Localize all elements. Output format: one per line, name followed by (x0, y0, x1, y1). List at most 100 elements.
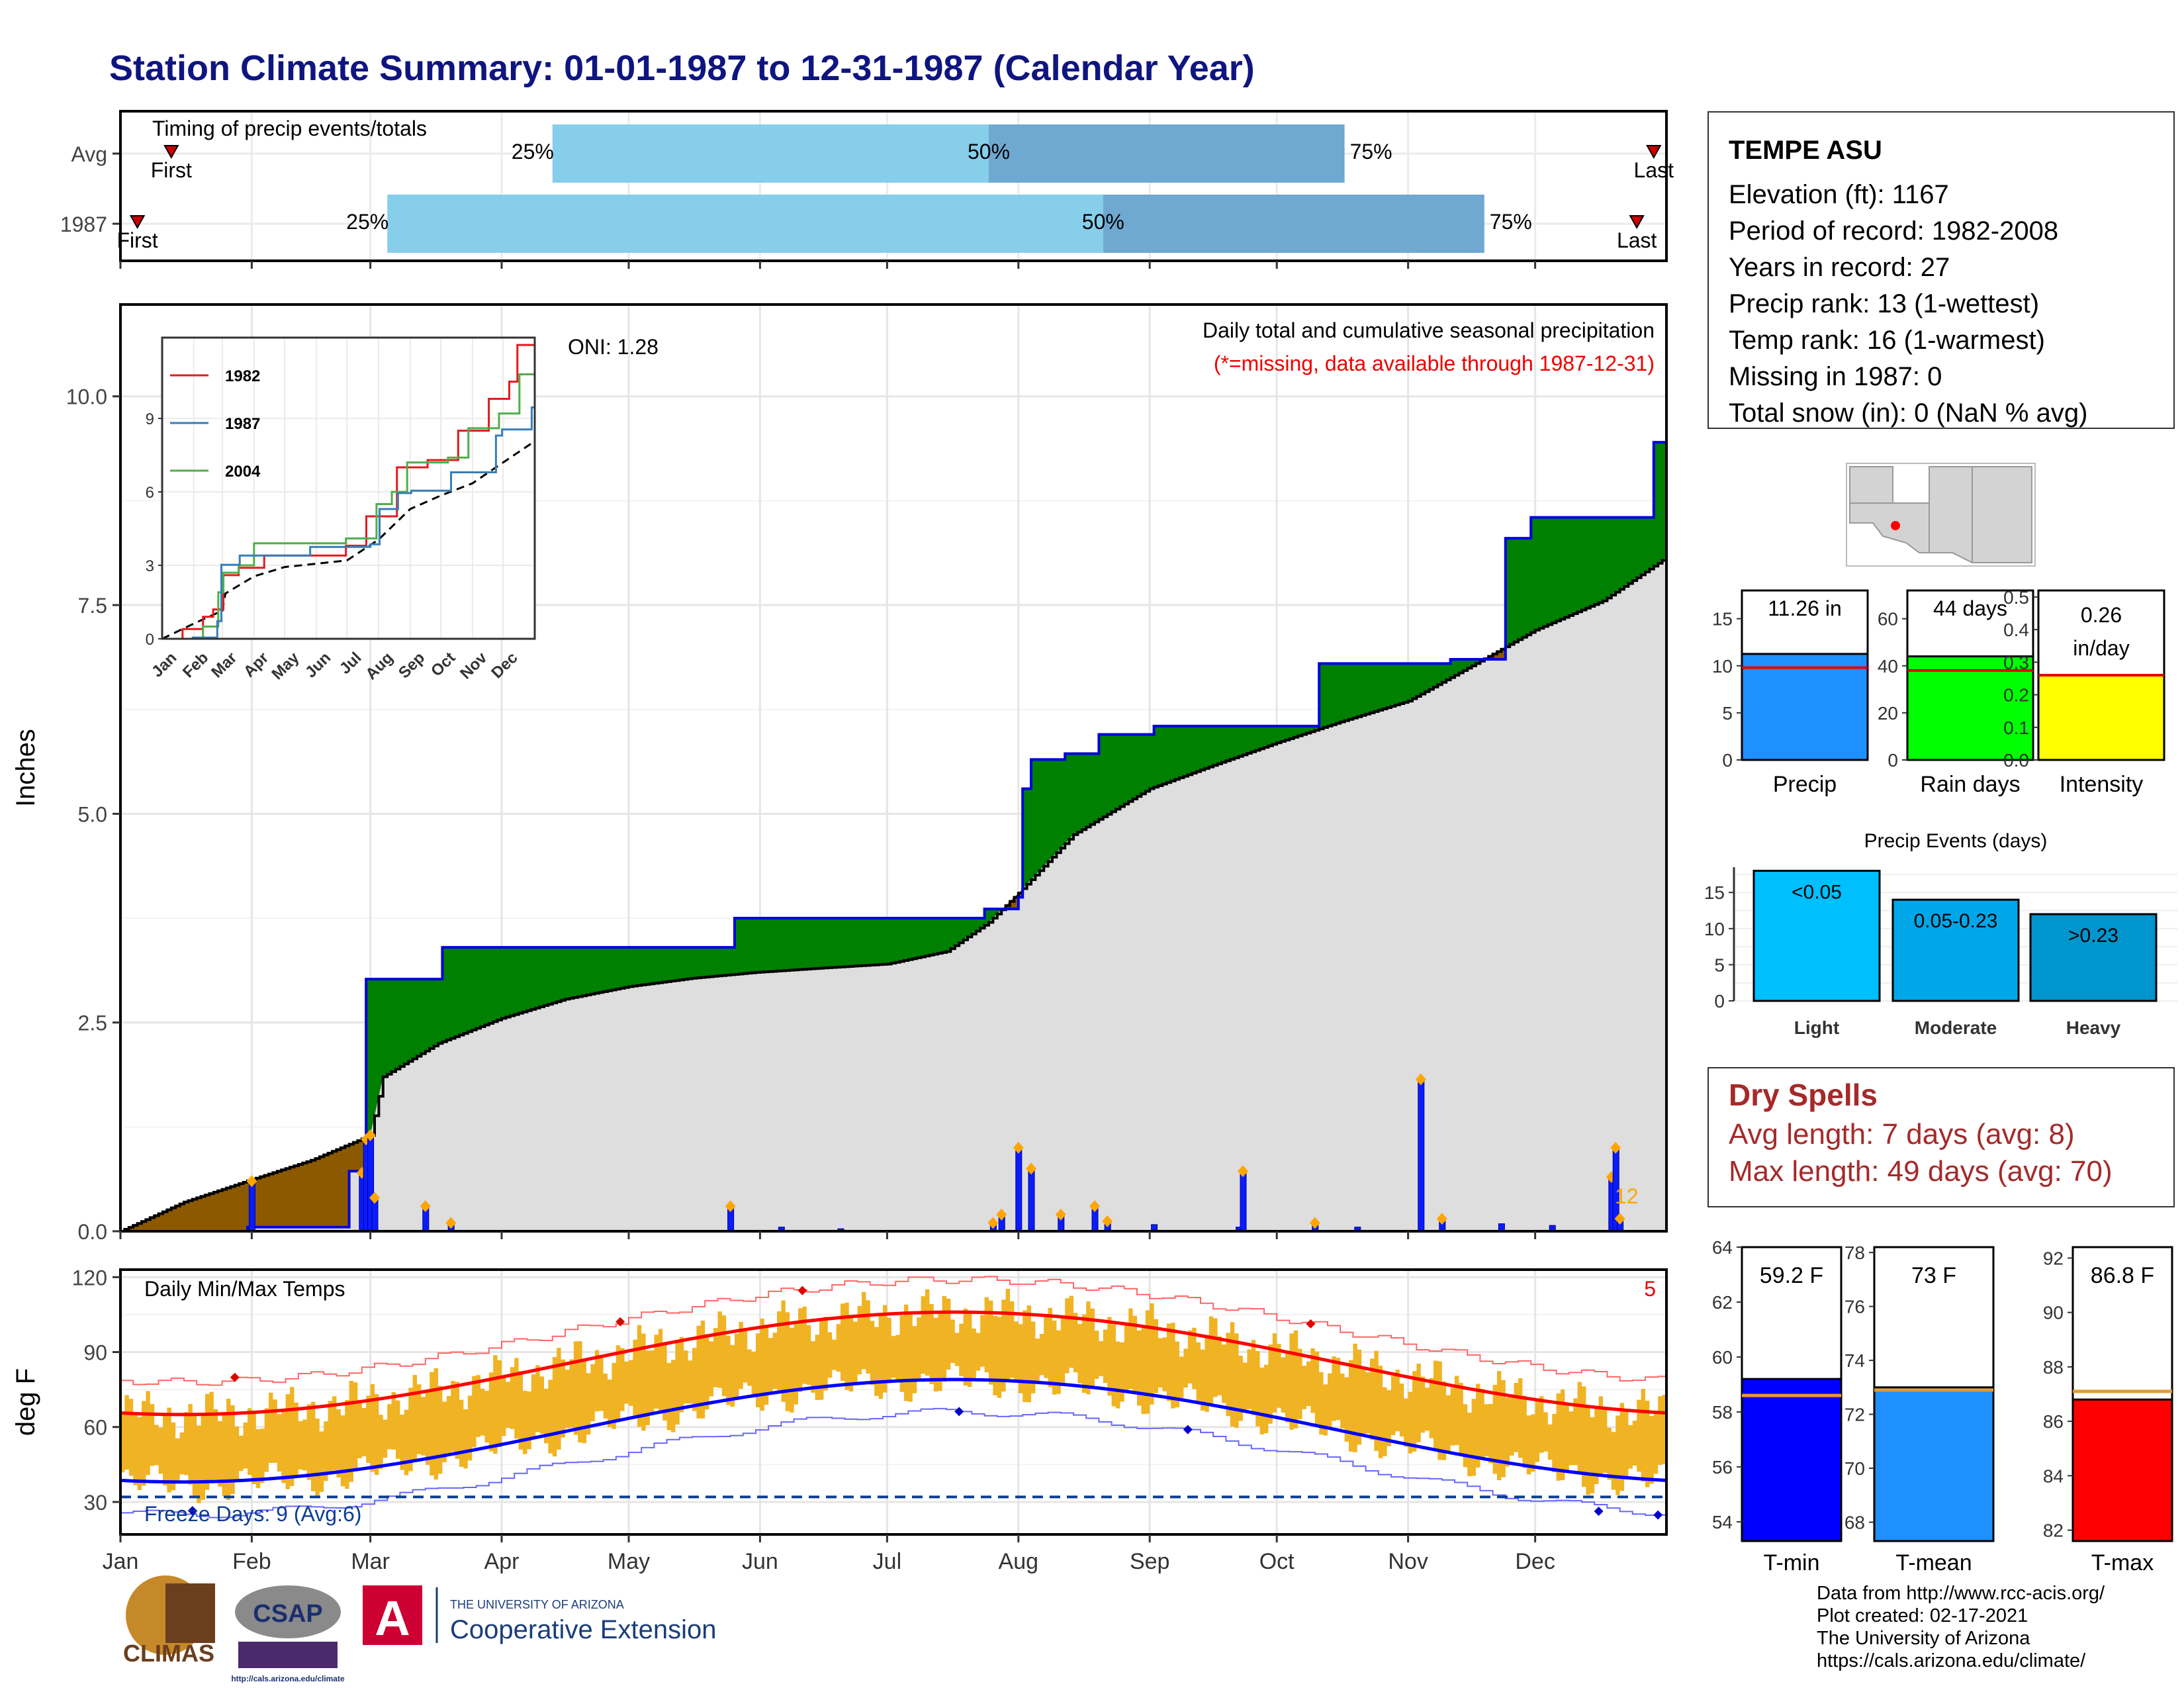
daily-precip-bar (1028, 1168, 1035, 1232)
month-label: Jul (873, 1549, 901, 1574)
month-label: Apr (484, 1549, 520, 1574)
record-low-marker (1183, 1425, 1193, 1434)
ua-logo-line1: THE UNIVERSITY OF ARIZONA (450, 1598, 624, 1611)
precip-event-marker (1415, 1073, 1426, 1086)
month-label: Jun (742, 1549, 778, 1574)
average-cumulative-line (120, 557, 1668, 1233)
temps-y-axis-label: deg F (11, 1368, 40, 1436)
event-bar (1752, 869, 1881, 1002)
record-high-marker (615, 1317, 625, 1327)
inset-border (161, 336, 536, 640)
event-bar (1891, 898, 2020, 1002)
mini-y-tick-label: 0.0 (2003, 750, 2029, 771)
timing-panel-title: Timing of precip events/totals (152, 117, 427, 140)
temp-y-tick-label: 54 (1712, 1512, 1733, 1532)
precip-event-marker (1055, 1208, 1066, 1221)
mini-y-tick-label: 0 (1722, 750, 1733, 771)
daily-precip-bar (1240, 1170, 1247, 1232)
temp-y-tick-label: 86 (2043, 1411, 2064, 1432)
dry-spells-avg: Avg length: 7 days (avg: 8) (1729, 1118, 2075, 1150)
event-category-label: Moderate (1915, 1017, 1997, 1038)
timing-bar-25-50 (552, 124, 989, 183)
event-bar (2029, 913, 2158, 1002)
mini-bar-value (1906, 655, 2034, 761)
precip-event-marker (1013, 1141, 1024, 1154)
csap-logo-base (238, 1642, 338, 1668)
daily-precip-bar (248, 1180, 255, 1232)
temp-y-tick-label: 92 (2043, 1248, 2064, 1268)
inset-y-tick-label: 0 (146, 631, 154, 649)
precip-event-marker (1102, 1215, 1113, 1227)
month-label: Dec (1515, 1549, 1555, 1574)
precip-panel-subtitle: (*=missing, data available through 1987-… (1214, 352, 1655, 375)
record-low-marker (187, 1506, 197, 1516)
timing-marker-label: Last (1634, 158, 1674, 182)
precip-event-marker (369, 1192, 380, 1204)
ua-logo-letter: A (375, 1591, 410, 1646)
inset-series-line-1982 (162, 338, 536, 640)
station-info-box: TEMPE ASU Elevation (ft): 1167 Period of… (1707, 111, 2175, 429)
precip-y-axis-label: Inches (11, 729, 40, 807)
timing-bar-25-50 (387, 195, 1103, 253)
temp-bar-value (1873, 1386, 1995, 1542)
mini-y-tick-label: 20 (1878, 703, 1898, 724)
mini-y-tick-label: 0.5 (2003, 587, 2029, 608)
record-low-marker (1653, 1510, 1663, 1520)
observed-cumulative-line (120, 441, 1666, 1233)
daily-precip-bar (1418, 1078, 1425, 1232)
dry-spells-max: Max length: 49 days (avg: 70) (1729, 1155, 2113, 1188)
record-high-marker (797, 1286, 807, 1295)
temps-panel-title: Daily Min/Max Temps (144, 1277, 345, 1301)
record-high-marker (1306, 1319, 1316, 1329)
footer-line: The University of Arizona (1817, 1628, 2030, 1649)
dry-spells-box: Dry Spells Avg length: 7 days (avg: 8) M… (1707, 1067, 2175, 1207)
inset-series-line-1987 (162, 406, 535, 640)
mini-bar-value-label: 0.26 (2081, 603, 2122, 627)
station-info-line: Missing in 1987: 0 (1729, 362, 1942, 391)
csap-logo-cloud (235, 1585, 341, 1638)
inset-y-tick-label: 6 (146, 484, 154, 502)
y-tick-label: 120 (72, 1266, 107, 1289)
station-info-line: Total snow (in): 0 (NaN % avg) (1729, 399, 2088, 428)
average-cumulative-area (120, 557, 1666, 1231)
timing-row-label: 1987 (60, 212, 107, 236)
state-borders (1850, 467, 1973, 563)
mini-y-tick-label: 0.4 (2003, 620, 2029, 640)
temps-panel: 30 60 90 120 Jan Feb Mar Apr May Jun Jul Aug Sep Oct N… (11, 1266, 1668, 1574)
precip-event-marker (246, 1175, 257, 1188)
inset-y-tick-label: 9 (146, 410, 154, 428)
y-tick-label: 5.0 (78, 802, 107, 826)
oni-label: ONI: 1.28 (568, 335, 659, 359)
timing-marker (1646, 145, 1662, 160)
temp-y-tick-label: 72 (1844, 1405, 1865, 1425)
timing-marker-label: First (116, 228, 158, 252)
ua-logo-line2: Cooperative Extension (450, 1615, 716, 1644)
inset-average-line (161, 440, 535, 640)
mini-y-tick-label: 0.3 (2003, 652, 2029, 673)
mini-y-tick-label: 5 (1722, 703, 1733, 724)
timing-row-label: Avg (71, 142, 107, 166)
month-label: Sep (1130, 1549, 1170, 1574)
dry-spells-title: Dry Spells (1729, 1078, 1878, 1112)
record-low-marker (954, 1407, 964, 1417)
timing-panel: 25% 50% 75% First Last Avg 25% 50% 75% First Last 1… (60, 110, 1674, 269)
month-label: Aug (999, 1549, 1039, 1574)
timing-q75-label: 75% (1490, 210, 1532, 234)
timing-bar-50-75 (989, 124, 1345, 183)
mini-bar-category-label: Intensity (2060, 772, 2144, 797)
ua-logo-emblem (363, 1585, 422, 1645)
timing-marker (1629, 215, 1645, 230)
temp-bar-category-label: T-min (1764, 1550, 1820, 1575)
temp-bar-value-label: 73 F (1911, 1263, 1956, 1288)
station-info-line: Precip rank: 13 (1-wettest) (1729, 289, 2040, 318)
precip-event-marker (420, 1200, 431, 1213)
footer-credits: Data from http://www.rcc-acis.org/ Plot … (1817, 1582, 2105, 1672)
average-min-line (120, 1378, 1667, 1484)
mini-y-tick-label: 0.2 (2003, 685, 2029, 706)
timing-marker (163, 145, 179, 160)
precip-event-marker (996, 1208, 1007, 1221)
inset-legend-label: 1987 (225, 415, 260, 433)
station-info-line: Years in record: 27 (1729, 253, 1950, 282)
temps-plot-border (119, 1268, 1668, 1536)
temp-y-tick-label: 78 (1844, 1243, 1865, 1263)
